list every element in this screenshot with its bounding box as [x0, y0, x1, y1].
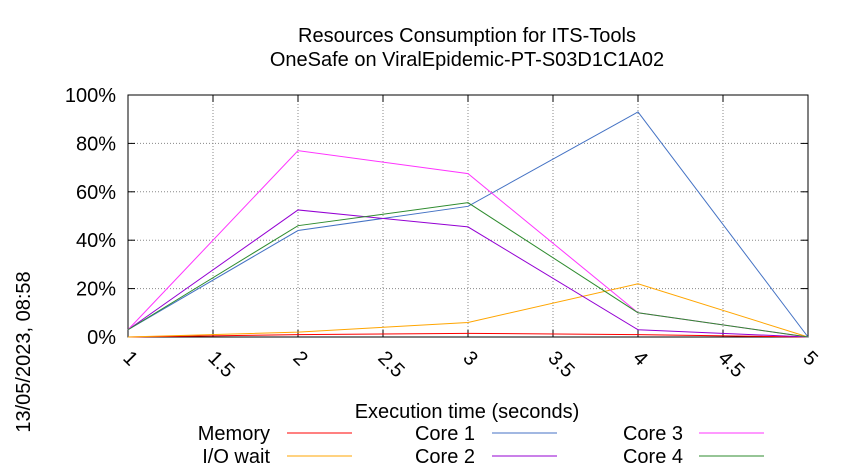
date-label: 13/05/2023, 08:58	[13, 271, 35, 432]
series-line-core-4	[127, 202, 809, 338]
legend-label: Core 4	[623, 446, 683, 468]
y-tick-label: 20%	[76, 279, 116, 301]
y-tick-label: 80%	[76, 133, 116, 155]
series-line-i-o-wait	[127, 283, 809, 338]
legend-label: I/O wait	[202, 446, 270, 468]
chart-title: Resources Consumption for ITS-Tools	[298, 25, 636, 47]
grid	[128, 95, 808, 337]
series-line-core-2	[127, 209, 809, 338]
legend-label: Core 3	[623, 423, 683, 445]
series-line-core-1	[127, 111, 809, 338]
y-tick-label: 40%	[76, 230, 116, 252]
y-tick-label: 60%	[76, 182, 116, 204]
legend-label: Core 1	[415, 423, 475, 445]
legend-label: Core 2	[415, 446, 475, 468]
plot-frame	[127, 94, 809, 338]
series-line-memory	[127, 332, 809, 338]
chart-subtitle: OneSafe on ViralEpidemic-PT-S03D1C1A02	[270, 49, 664, 71]
x-axis-label: Execution time (seconds)	[355, 401, 580, 423]
plot-lines	[127, 111, 809, 338]
y-tick-label: 0%	[87, 327, 116, 349]
legend-label: Memory	[198, 423, 270, 445]
y-tick-label: 100%	[65, 85, 116, 107]
